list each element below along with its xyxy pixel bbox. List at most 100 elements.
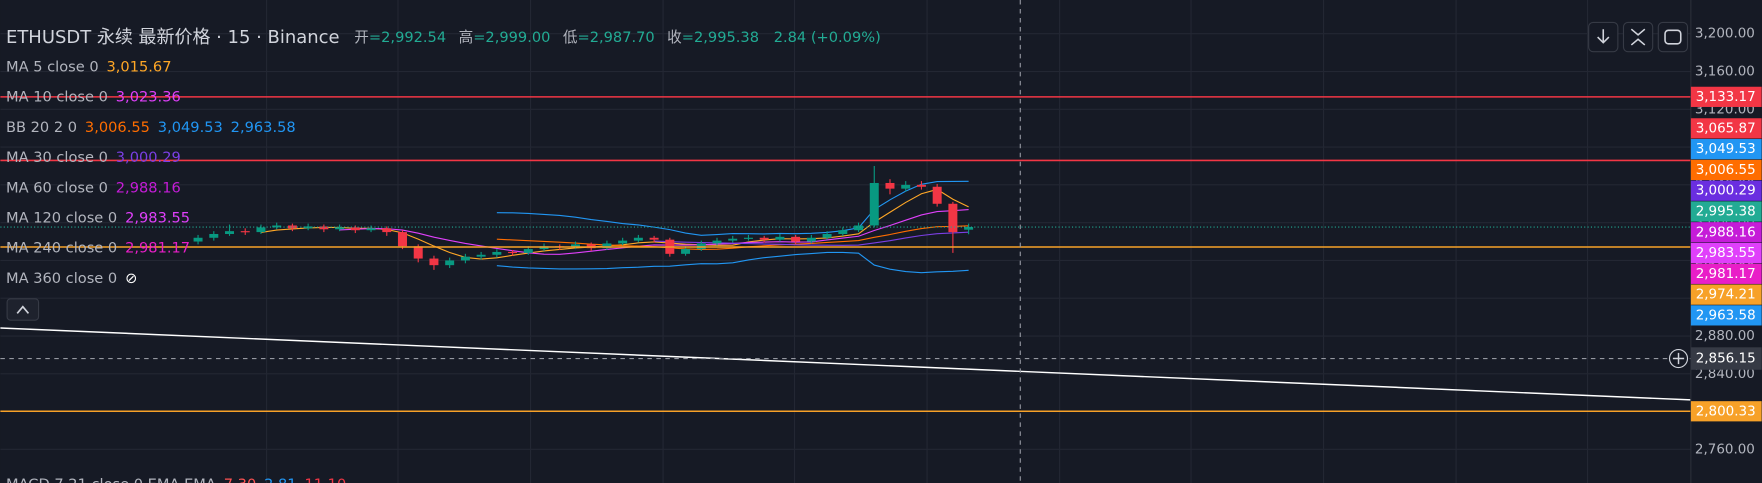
- y-tick-label: 2,760.00: [1695, 441, 1755, 457]
- candle-body: [350, 227, 360, 231]
- indicator-value: 3,049.53: [158, 119, 223, 136]
- macd-legend: MACD 7 21 close 0 EMA EMA 7.30 2.81 11.10: [6, 476, 346, 483]
- candle-body: [570, 244, 580, 248]
- candle-body: [303, 226, 313, 229]
- price-tag: [1690, 180, 1762, 201]
- price-tag-label: 3,133.17: [1696, 89, 1756, 105]
- price-tag: [1690, 86, 1762, 107]
- price-tag: [1690, 263, 1762, 284]
- symbol: ETHUSDT 永续 最新价格 · 15 · Binance: [6, 27, 340, 48]
- candle-body: [460, 256, 470, 261]
- candle-body: [964, 227, 974, 230]
- candle-body: [476, 254, 486, 257]
- toolbar: [1588, 21, 1689, 53]
- ohlc-value: =2,999.00: [473, 29, 550, 46]
- ma-line: [339, 209, 969, 255]
- indicator-name: MA 120 close 0: [6, 209, 117, 226]
- candle-body: [618, 240, 628, 244]
- collapse-panel-button[interactable]: [1622, 21, 1654, 53]
- indicator-value: 3,023.36: [116, 89, 181, 106]
- candle-body: [901, 184, 911, 189]
- candle-body: [225, 231, 235, 234]
- scroll-button[interactable]: [1588, 21, 1619, 53]
- candle-body: [366, 228, 376, 231]
- price-tag: [1690, 401, 1762, 422]
- candle-body: [492, 251, 502, 255]
- candle-body: [775, 236, 785, 240]
- bb-lower: [496, 251, 969, 274]
- candle-body: [272, 225, 282, 228]
- ohlc-label: 低: [563, 29, 578, 46]
- indicator-row: MA 60 close 0 2,988.16: [6, 179, 181, 196]
- indicator-row: MA 360 close 0 ⊘: [6, 270, 137, 287]
- price-tag-label: 2,988.16: [1696, 224, 1756, 240]
- candle-body: [335, 227, 345, 230]
- price-tag-label: 3,049.53: [1696, 141, 1756, 157]
- indicator-row: MA 120 close 0 2,983.55: [6, 209, 190, 226]
- candle-body: [633, 237, 643, 241]
- candle-body: [523, 249, 533, 253]
- add-alert-icon: [1672, 352, 1685, 365]
- price-tag-label: 2,981.17: [1696, 266, 1756, 282]
- indicator-name: MA 5 close 0: [6, 58, 99, 75]
- candle-body: [681, 249, 691, 254]
- indicator-name: MA 60 close 0: [6, 179, 108, 196]
- indicator-name: MA 240 close 0: [6, 240, 117, 257]
- ohlc-label: 开: [354, 29, 369, 46]
- indicator-name: MA 30 close 0: [6, 149, 108, 166]
- indicator-row: MA 5 close 0 3,015.67: [6, 58, 172, 75]
- y-tick-label: 2,880.00: [1695, 328, 1755, 344]
- candle-body: [649, 237, 659, 240]
- candle-body: [413, 246, 423, 259]
- macd-value: 2.81: [264, 476, 297, 483]
- price-tag: [1690, 201, 1762, 222]
- macd-value: 7.30: [224, 476, 257, 483]
- indicator-value: 2,981.17: [125, 240, 190, 257]
- indicator-legend: MA 5 close 0 3,015.67 MA 10 close 0 3,023.3…: [6, 58, 296, 287]
- price-tag: [1690, 139, 1762, 160]
- candle-body: [854, 225, 864, 231]
- ohlc-value: =2,987.70: [577, 29, 654, 46]
- price-tag: [1690, 118, 1762, 139]
- candle-body: [869, 182, 879, 226]
- change: 2.84 (+0.09%): [774, 29, 881, 46]
- candle-body: [429, 258, 439, 266]
- candle-body: [319, 226, 329, 230]
- price-axis: 3,200.003,160.003,120.003,080.003,040.00…: [1668, 26, 1762, 457]
- candle-body: [712, 240, 722, 244]
- candle-body: [240, 231, 250, 233]
- price-tag: [1690, 222, 1762, 243]
- price-tag-label: 2,995.38: [1696, 203, 1756, 219]
- indicator-row: BB 20 2 0 3,006.55 3,049.53 2,963.58: [6, 119, 296, 136]
- indicator-value: 3,006.55: [85, 119, 150, 136]
- candle-body: [743, 237, 753, 239]
- maximize-button[interactable]: [1657, 21, 1689, 53]
- candle-body: [948, 203, 958, 233]
- candle-body: [209, 233, 219, 238]
- macd-name: MACD 7 21 close 0 EMA EMA: [6, 476, 216, 483]
- indicator-name: MA 360 close 0: [6, 270, 117, 287]
- indicator-name: MA 10 close 0: [6, 89, 108, 106]
- collapse-button[interactable]: [6, 298, 40, 321]
- header: ETHUSDT 永续 最新价格 · 15 · Binance 开=2,992.5…: [6, 27, 881, 48]
- price-tag-label: 2,963.58: [1696, 307, 1756, 323]
- plot-area: [0, 0, 1691, 483]
- price-tag-label: 3,065.87: [1696, 120, 1756, 136]
- trendline: [0, 327, 1691, 401]
- candle-body: [256, 227, 266, 233]
- price-tag: [1690, 159, 1762, 181]
- candle-body: [932, 186, 942, 204]
- price-tag: [1690, 305, 1762, 326]
- y-tick-label: 3,200.00: [1695, 26, 1755, 42]
- candle-body: [287, 225, 297, 229]
- macd-value: 11.10: [304, 476, 346, 483]
- candle-body: [791, 236, 801, 242]
- y-tick-label: 3,160.00: [1695, 64, 1755, 80]
- ohlc-label: 收: [667, 29, 682, 46]
- add-alert-button[interactable]: [1668, 348, 1689, 369]
- price-tag-label: 2,983.55: [1696, 245, 1756, 261]
- indicator-row: MA 10 close 0 3,023.36: [6, 89, 181, 106]
- candle-body: [806, 237, 816, 242]
- candle-body: [398, 232, 407, 247]
- price-tag-label: 2,974.21: [1696, 287, 1756, 303]
